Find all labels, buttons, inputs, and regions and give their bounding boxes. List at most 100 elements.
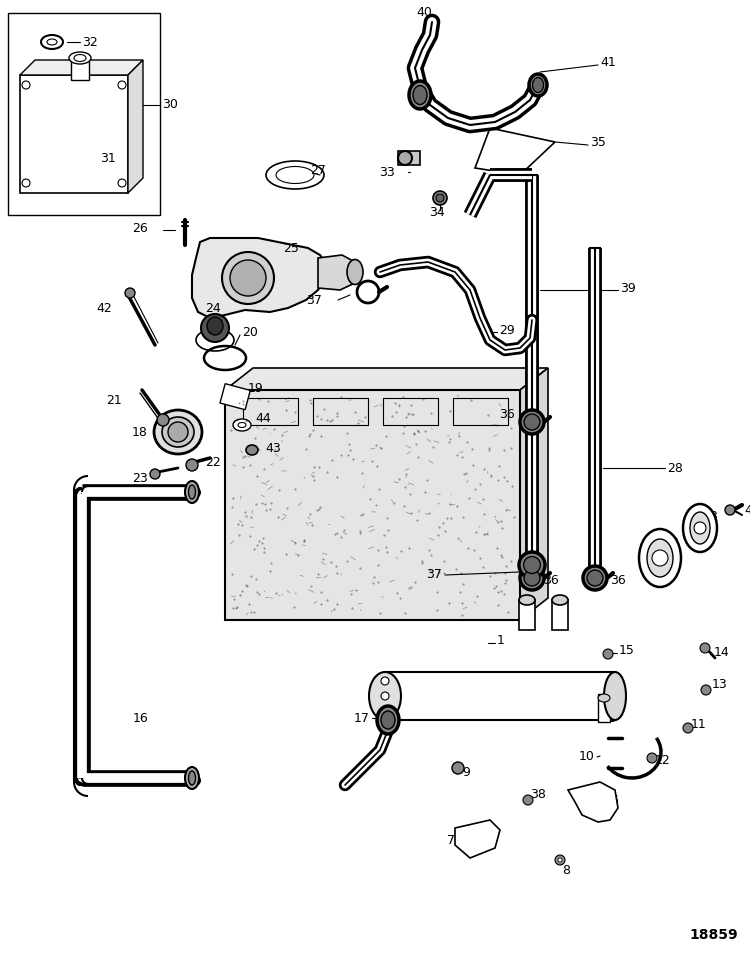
Text: 2: 2 (670, 537, 678, 549)
Text: 22: 22 (205, 455, 220, 468)
Ellipse shape (246, 445, 258, 455)
Circle shape (125, 288, 135, 298)
Ellipse shape (154, 410, 202, 454)
Ellipse shape (519, 552, 545, 578)
Ellipse shape (413, 85, 427, 105)
Ellipse shape (532, 78, 544, 92)
Text: 17: 17 (354, 711, 370, 725)
Text: 31: 31 (100, 152, 116, 164)
Ellipse shape (369, 672, 401, 720)
Ellipse shape (529, 74, 547, 96)
Text: 40: 40 (416, 6, 432, 18)
Text: 38: 38 (530, 788, 546, 802)
Ellipse shape (185, 481, 199, 503)
Text: 14: 14 (714, 646, 730, 660)
Ellipse shape (524, 557, 541, 573)
Text: 13: 13 (712, 679, 728, 691)
Circle shape (150, 469, 160, 479)
Ellipse shape (185, 767, 199, 789)
Ellipse shape (41, 35, 63, 49)
Circle shape (22, 179, 30, 187)
Text: 9: 9 (462, 766, 470, 780)
Bar (385, 672, 615, 720)
Ellipse shape (74, 55, 86, 61)
Circle shape (433, 191, 447, 205)
Bar (71, 58, 89, 80)
Polygon shape (20, 60, 143, 75)
Text: 27: 27 (310, 163, 326, 177)
Text: 39: 39 (620, 281, 636, 295)
Circle shape (700, 643, 710, 653)
Ellipse shape (520, 410, 544, 434)
Text: 8: 8 (562, 863, 570, 876)
Text: 42: 42 (96, 301, 112, 315)
Polygon shape (225, 368, 548, 390)
Text: 36: 36 (610, 573, 626, 587)
Circle shape (725, 505, 735, 515)
Ellipse shape (683, 504, 717, 552)
Ellipse shape (196, 329, 234, 351)
Text: 5: 5 (609, 711, 617, 725)
Circle shape (222, 252, 274, 304)
Ellipse shape (524, 570, 540, 586)
Text: 26: 26 (132, 222, 148, 234)
Ellipse shape (201, 314, 229, 342)
Ellipse shape (519, 595, 535, 605)
Circle shape (647, 753, 657, 763)
Ellipse shape (47, 39, 57, 45)
Text: 1: 1 (497, 635, 505, 647)
Ellipse shape (347, 259, 363, 284)
Ellipse shape (207, 317, 223, 335)
Circle shape (555, 855, 565, 865)
Circle shape (22, 81, 30, 89)
Text: 35: 35 (590, 135, 606, 149)
Ellipse shape (690, 512, 710, 544)
Bar (20, 75, 128, 193)
Ellipse shape (276, 166, 314, 183)
Circle shape (381, 707, 389, 715)
Ellipse shape (162, 417, 194, 447)
Circle shape (186, 459, 198, 471)
Text: 19: 19 (248, 381, 264, 395)
Ellipse shape (552, 595, 568, 605)
Text: 37: 37 (426, 568, 442, 582)
Text: 30: 30 (162, 99, 178, 111)
Ellipse shape (377, 706, 399, 734)
Ellipse shape (409, 81, 431, 109)
Bar (398, 151, 420, 165)
Ellipse shape (583, 566, 607, 590)
Circle shape (381, 692, 389, 700)
Circle shape (558, 858, 562, 862)
Text: 18859: 18859 (689, 928, 738, 942)
Ellipse shape (604, 672, 626, 720)
Polygon shape (520, 368, 548, 620)
Circle shape (652, 550, 668, 566)
Ellipse shape (647, 539, 673, 577)
Text: 20: 20 (242, 326, 258, 340)
Polygon shape (192, 238, 328, 318)
Circle shape (523, 795, 533, 805)
Bar (225, 390, 520, 620)
Bar (8, 13, 160, 215)
Text: 24: 24 (205, 301, 220, 315)
Text: 11: 11 (691, 717, 706, 731)
Ellipse shape (639, 529, 681, 587)
Text: 18: 18 (132, 425, 148, 439)
Text: 23: 23 (132, 471, 148, 485)
Text: 3: 3 (709, 510, 717, 522)
Text: 7: 7 (447, 833, 455, 847)
Text: 36: 36 (543, 573, 559, 587)
Text: 29: 29 (499, 324, 514, 337)
Circle shape (118, 81, 126, 89)
Circle shape (168, 422, 188, 442)
Polygon shape (455, 820, 500, 858)
Circle shape (452, 762, 464, 774)
Text: 12: 12 (655, 754, 670, 766)
Text: 21: 21 (106, 394, 122, 406)
Ellipse shape (381, 711, 395, 729)
Ellipse shape (398, 151, 412, 165)
Polygon shape (128, 60, 143, 193)
Text: 37: 37 (306, 294, 322, 306)
Circle shape (683, 723, 693, 733)
Text: 44: 44 (255, 412, 271, 424)
